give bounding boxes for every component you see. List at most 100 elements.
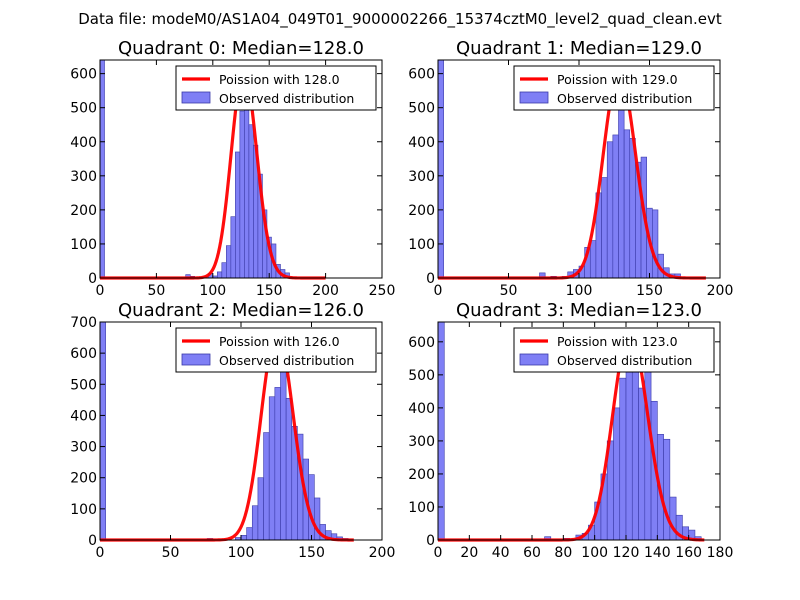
x-tick-label: 200 (312, 283, 339, 299)
x-tick-label: 150 (256, 283, 283, 299)
hist-bar (663, 438, 671, 541)
axes-frame (99, 59, 383, 279)
x-tick-label: 180 (707, 545, 734, 561)
panel-2: 0 50 100 150 200 0 100 200 300 400 500 600 700 Quadra… (70, 300, 395, 561)
hist-bar (274, 387, 281, 541)
hist-bar (268, 396, 276, 541)
x-tick-label: 0 (96, 545, 105, 561)
x-tick-label: 160 (675, 545, 702, 561)
y-tick-label: 0 (426, 271, 435, 287)
y-tick-label: 300 (408, 434, 435, 450)
y-tick-label: 600 (408, 67, 435, 83)
hist-bar (239, 110, 245, 279)
y-tick-label: 500 (70, 101, 97, 117)
y-tick-label: 300 (70, 169, 97, 185)
y-tick-label: 500 (70, 377, 97, 393)
legend-observed-label: Observed distribution (557, 91, 692, 106)
hist-bar (240, 535, 247, 541)
hist-bar (612, 134, 619, 279)
y-tick-label: 200 (408, 203, 435, 219)
x-tick-label: 200 (369, 545, 396, 561)
y-tick-label: 200 (70, 471, 97, 487)
x-tick-label: 250 (369, 283, 396, 299)
y-tick-label: 500 (408, 101, 435, 117)
hist-bar (437, 59, 444, 279)
hist-bar (246, 527, 253, 541)
hist-bar (601, 177, 608, 279)
hist-bar (652, 209, 659, 279)
x-tick-label: 100 (581, 545, 608, 561)
legend-observed-label: Observed distribution (219, 353, 354, 368)
legend-bar-swatch (519, 91, 549, 104)
hist-bar (244, 93, 250, 279)
panel-0: 0 50 100 150 200 250 0 100 200 300 400 500 600 Quadra… (70, 38, 395, 299)
hist-bar (619, 377, 627, 541)
x-tick-label: 120 (613, 545, 640, 561)
panel-title: Quadrant 2: Median=126.0 (118, 300, 364, 321)
panel-1: 0 50 100 150 200 0 100 200 300 400 500 600 Quadrant … (408, 38, 733, 299)
legend-poisson-label: Poission with 123.0 (557, 334, 678, 349)
x-tick-label: 100 (228, 545, 255, 561)
panel-title: Quadrant 3: Median=123.0 (456, 300, 702, 321)
hist-bar (623, 129, 631, 279)
y-tick-label: 100 (408, 500, 435, 516)
y-tick-label: 600 (70, 67, 97, 83)
y-tick-label: 0 (88, 271, 97, 287)
y-tick-label: 300 (408, 169, 435, 185)
hist-bar (248, 124, 254, 279)
legend-observed-label: Observed distribution (219, 91, 354, 106)
hist-bar (217, 271, 223, 279)
x-tick-label: 0 (96, 283, 105, 299)
x-tick-label: 80 (554, 545, 572, 561)
x-tick-label: 40 (492, 545, 510, 561)
legend-poisson-label: Poission with 128.0 (219, 72, 340, 87)
legend-observed-label: Observed distribution (557, 353, 692, 368)
hist-bar (230, 216, 236, 279)
hist-bar (280, 355, 287, 541)
x-tick-label: 0 (434, 283, 443, 299)
y-tick-label: 300 (70, 440, 97, 456)
hist-bar (263, 432, 270, 541)
legend-poisson-label: Poission with 126.0 (219, 334, 340, 349)
y-tick-label: 600 (70, 346, 97, 362)
x-tick-label: 50 (162, 545, 180, 561)
y-tick-label: 700 (70, 315, 97, 331)
hist-bar (285, 397, 293, 541)
legend-bar-swatch (181, 91, 211, 104)
x-tick-label: 60 (523, 545, 541, 561)
hist-bar (257, 477, 264, 541)
x-tick-label: 0 (434, 545, 443, 561)
hist-bar (669, 496, 677, 541)
y-tick-label: 100 (408, 237, 435, 253)
hist-bar (99, 59, 105, 279)
hist-bar (606, 141, 614, 279)
panel-title: Quadrant 0: Median=128.0 (118, 38, 364, 59)
x-tick-label: 100 (199, 283, 226, 299)
y-tick-label: 400 (408, 135, 435, 151)
y-tick-label: 200 (70, 203, 97, 219)
y-tick-label: 400 (70, 408, 97, 424)
hist-bar (629, 138, 636, 279)
y-tick-label: 100 (70, 502, 97, 518)
panels: 0 50 100 150 200 2500100200300400500600Quadra… (70, 38, 733, 561)
figure-suptitle: Data file: modeM0/AS1A04_049T01_90000022… (78, 10, 722, 29)
y-tick-label: 600 (408, 335, 435, 351)
hist-bar (221, 262, 227, 279)
y-tick-label: 0 (88, 533, 97, 549)
panel-title: Quadrant 1: Median=129.0 (456, 38, 702, 59)
hist-bar (589, 240, 597, 279)
hist-bar (226, 245, 232, 279)
y-tick-label: 0 (426, 533, 435, 549)
axes-frame (437, 321, 721, 541)
x-tick-label: 50 (147, 283, 165, 299)
x-tick-label: 150 (636, 283, 663, 299)
x-tick-label: 100 (566, 283, 593, 299)
y-tick-label: 500 (408, 368, 435, 384)
y-tick-label: 400 (408, 401, 435, 417)
legend-bar-swatch (519, 353, 549, 366)
hist-bar (638, 387, 646, 541)
y-tick-label: 100 (70, 237, 97, 253)
x-tick-label: 150 (298, 545, 325, 561)
y-tick-label: 200 (408, 467, 435, 483)
